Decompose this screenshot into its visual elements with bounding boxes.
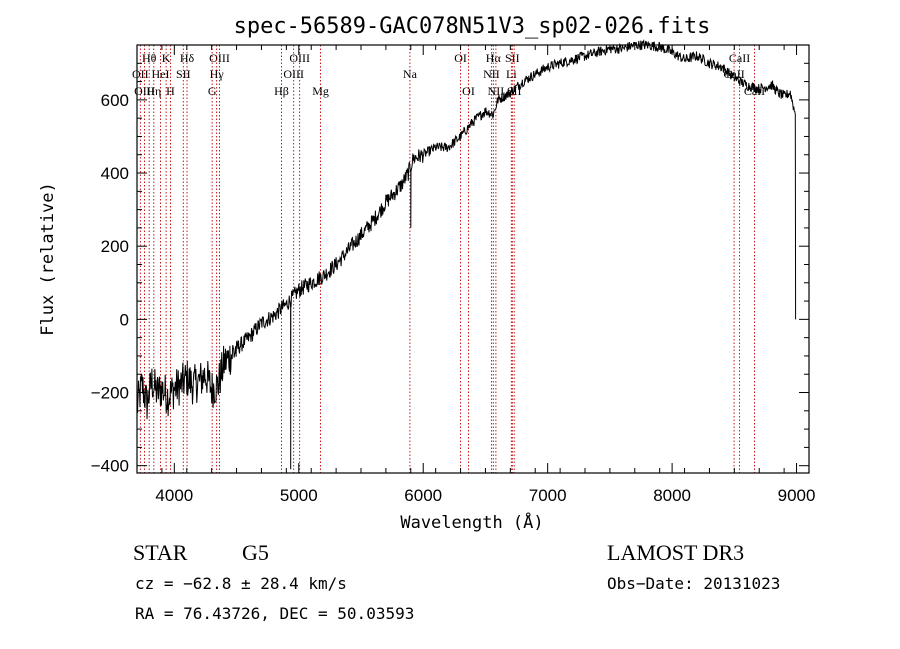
emission-line-label: Hγ [210, 67, 225, 81]
emission-line-label: Mg [312, 84, 329, 98]
emission-line-label: SII [176, 67, 191, 81]
emission-line-label: HeI [152, 67, 170, 81]
y-axis-label: Flux (relative) [38, 182, 58, 336]
spectrum-line [136, 39, 797, 470]
emission-line-label: OIII [283, 67, 304, 81]
emission-line-label: OIII [134, 84, 155, 98]
emission-line-label: Hθ [142, 51, 157, 65]
emission-line-label: OIII [289, 51, 310, 65]
ra-dec: RA = 76.43726, DEC = 50.03593 [135, 604, 414, 623]
emission-line-label: H [166, 84, 175, 98]
redshift-velocity: cz = −62.8 ± 28.4 km/s [135, 574, 347, 593]
object-class: STAR [133, 540, 188, 565]
emission-line-label: OI [454, 51, 467, 65]
emission-line-label: Na [403, 67, 418, 81]
object-subclass: G5 [242, 540, 269, 565]
emission-line-label: OIII [209, 51, 230, 65]
emission-line-label: K [162, 51, 171, 65]
emission-line-label: G [208, 84, 217, 98]
observation-date: Obs−Date: 20131023 [607, 574, 780, 593]
x-tick-label: 4000 [155, 486, 193, 505]
survey-name: LAMOST DR3 [607, 540, 744, 565]
emission-line-label: Hδ [180, 51, 195, 65]
plot-frame [136, 44, 810, 474]
emission-line-label: CaII [729, 51, 750, 65]
y-tick-label: 0 [120, 310, 129, 329]
x-tick-label: 8000 [653, 486, 691, 505]
y-tick-label: 600 [101, 91, 129, 110]
emission-line-label: OII [132, 67, 149, 81]
y-tick-label: −400 [91, 457, 129, 476]
x-tick-label: 7000 [529, 486, 567, 505]
x-tick-label: 9000 [778, 486, 816, 505]
x-axis-label: Wavelength (Å) [400, 511, 543, 533]
emission-line-label: Hα [486, 51, 502, 65]
emission-line-label: Hβ [274, 84, 289, 98]
y-tick-label: −200 [91, 384, 129, 403]
emission-line-label: SII [505, 51, 520, 65]
chart-title: spec-56589-GAC078N51V3_sp02-026.fits [234, 14, 711, 39]
emission-line-label: NII [488, 84, 505, 98]
x-tick-label: 5000 [280, 486, 318, 505]
y-tick-label: 400 [101, 164, 129, 183]
axis-ticks: 4000 5000 6000 7000 8000 9000 −400 −200 0 200 400 6… [91, 45, 816, 505]
spectrum-series [136, 39, 797, 470]
emission-line-label: OI [462, 84, 475, 98]
emission-line-label: Hη [146, 84, 161, 98]
emission-line-label: NII [483, 67, 500, 81]
y-tick-label: 200 [101, 237, 129, 256]
x-tick-label: 6000 [404, 486, 442, 505]
emission-line-label: Li [506, 67, 517, 81]
